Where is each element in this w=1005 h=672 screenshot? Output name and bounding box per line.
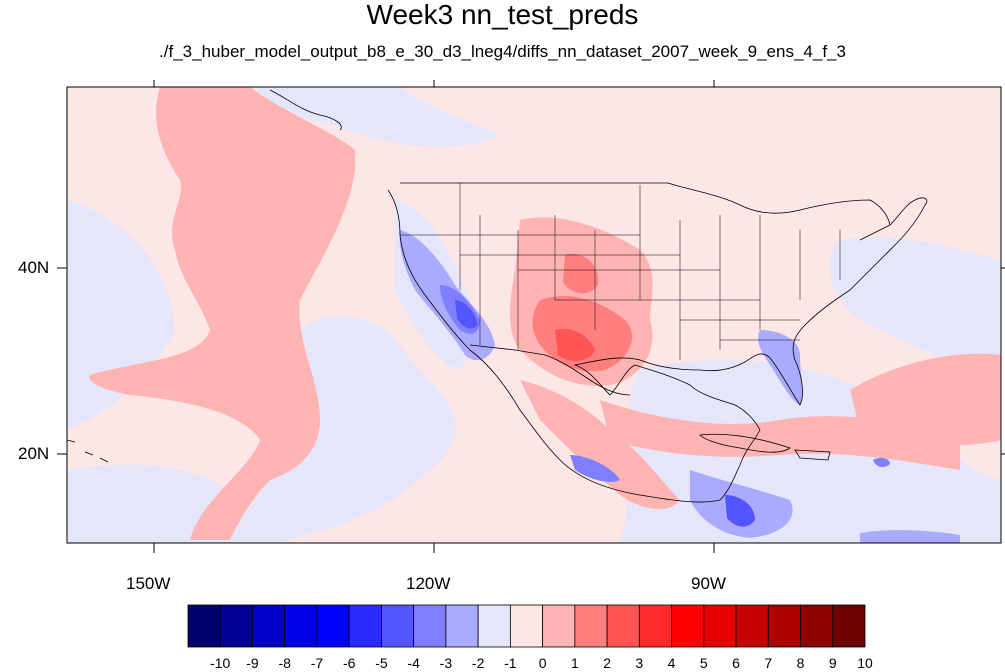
pos-region-central-pacific bbox=[89, 87, 356, 540]
pos-region-caribbean bbox=[600, 400, 960, 470]
colorbar-tick-label: 8 bbox=[796, 655, 805, 671]
hispaniola-coastline bbox=[794, 449, 831, 461]
colorbar-tick-label: -7 bbox=[310, 655, 324, 671]
coastline-layer bbox=[67, 89, 928, 503]
colorbar-tick-label: 9 bbox=[828, 655, 837, 671]
colorbar-box bbox=[638, 604, 672, 648]
colorbar-box bbox=[219, 604, 253, 648]
lon-label-90w: 90W bbox=[691, 574, 726, 593]
pos-region-west-texas bbox=[555, 328, 595, 362]
colorbar-box bbox=[767, 604, 801, 648]
colorbar-tick-label: -8 bbox=[278, 655, 291, 671]
lon-label-120w: 120W bbox=[406, 574, 451, 593]
map-subtitle: ./f_3_huber_model_output_b8_e_30_d3_lneg… bbox=[159, 42, 846, 61]
colorbar-box bbox=[542, 604, 576, 648]
pos-region-mexico bbox=[520, 380, 680, 510]
neg-region-florida bbox=[758, 330, 803, 405]
colorbar-box bbox=[284, 604, 318, 648]
neg-region-east-pacific-itcz bbox=[860, 530, 960, 543]
neg-region-caribbean-islands bbox=[570, 455, 620, 482]
neg-region-central-america-core bbox=[725, 495, 755, 527]
colorbar-box bbox=[671, 604, 705, 648]
north-america-coastline bbox=[387, 189, 928, 503]
alaska-coastline bbox=[269, 89, 342, 131]
colorbar-box bbox=[574, 604, 608, 648]
colorbar-tick-label: 0 bbox=[538, 655, 547, 671]
colorbar-box bbox=[348, 604, 382, 648]
colorbar-box bbox=[477, 604, 511, 648]
colorbar-box bbox=[381, 604, 415, 648]
pos-region-texas bbox=[532, 296, 633, 372]
us-mexico-border bbox=[469, 344, 631, 396]
colorbar-box bbox=[413, 604, 447, 648]
colorbar-tick-label: -1 bbox=[504, 655, 517, 671]
lat-label-40n: 40N bbox=[18, 258, 50, 277]
axis-ticks bbox=[57, 80, 1005, 553]
lon-label-150w: 150W bbox=[126, 574, 171, 593]
colorbar-tick-label: 7 bbox=[764, 655, 773, 671]
us-canada-border bbox=[400, 182, 891, 226]
map-frame bbox=[66, 86, 1002, 544]
colorbar-tick-label: -2 bbox=[471, 655, 485, 671]
colorbar-tick-label: 5 bbox=[699, 655, 708, 671]
map-title: Week3 nn_test_preds bbox=[366, 0, 639, 30]
colorbar-tick-label: -4 bbox=[407, 655, 420, 671]
state-borders-layer bbox=[400, 183, 841, 360]
colorbar-box bbox=[606, 604, 640, 648]
colorbar-tick-label: -10 bbox=[210, 655, 231, 671]
colorbar-box bbox=[316, 604, 350, 648]
colorbar-box bbox=[445, 604, 479, 648]
neg-region-north-pacific bbox=[240, 87, 500, 147]
colorbar bbox=[187, 604, 866, 648]
pos-region-east-atlantic bbox=[850, 353, 1001, 446]
neg-region-east-pacific bbox=[230, 315, 457, 543]
colorbar-box bbox=[735, 604, 769, 648]
colorbar-box bbox=[832, 604, 866, 648]
colorbar-box bbox=[509, 604, 544, 648]
neg-region-sw-pacific bbox=[67, 200, 175, 430]
colorbar-tick-label: -6 bbox=[342, 655, 356, 671]
colorbar-tick-label: 4 bbox=[667, 655, 676, 671]
colorbar-box bbox=[187, 604, 221, 648]
cuba-coastline bbox=[699, 433, 791, 453]
lat-label-20n: 20N bbox=[18, 444, 50, 463]
colorbar-tick-label: -9 bbox=[246, 655, 259, 671]
neg-region-hispaniola bbox=[873, 457, 890, 468]
neg-region-atlantic bbox=[829, 237, 1001, 362]
colorbar-tick-label: 3 bbox=[635, 655, 644, 671]
hawaii-islands bbox=[67, 439, 109, 463]
colorbar-box bbox=[800, 604, 834, 648]
colorbar-box bbox=[252, 604, 286, 648]
pos-region-kansas bbox=[563, 254, 599, 294]
colorbar-tick-label: 2 bbox=[603, 655, 611, 671]
colorbar-tick-label: 6 bbox=[732, 655, 740, 671]
colorbar-tick-label: -3 bbox=[439, 655, 453, 671]
colorbar-tick-label: 1 bbox=[570, 655, 579, 671]
neg-region-socal-core bbox=[455, 300, 478, 329]
colorbar-tick-label: -5 bbox=[375, 655, 388, 671]
colorbar-tick-label: 10 bbox=[857, 655, 873, 671]
colorbar-box bbox=[703, 604, 737, 648]
anomaly-field bbox=[67, 87, 1001, 543]
